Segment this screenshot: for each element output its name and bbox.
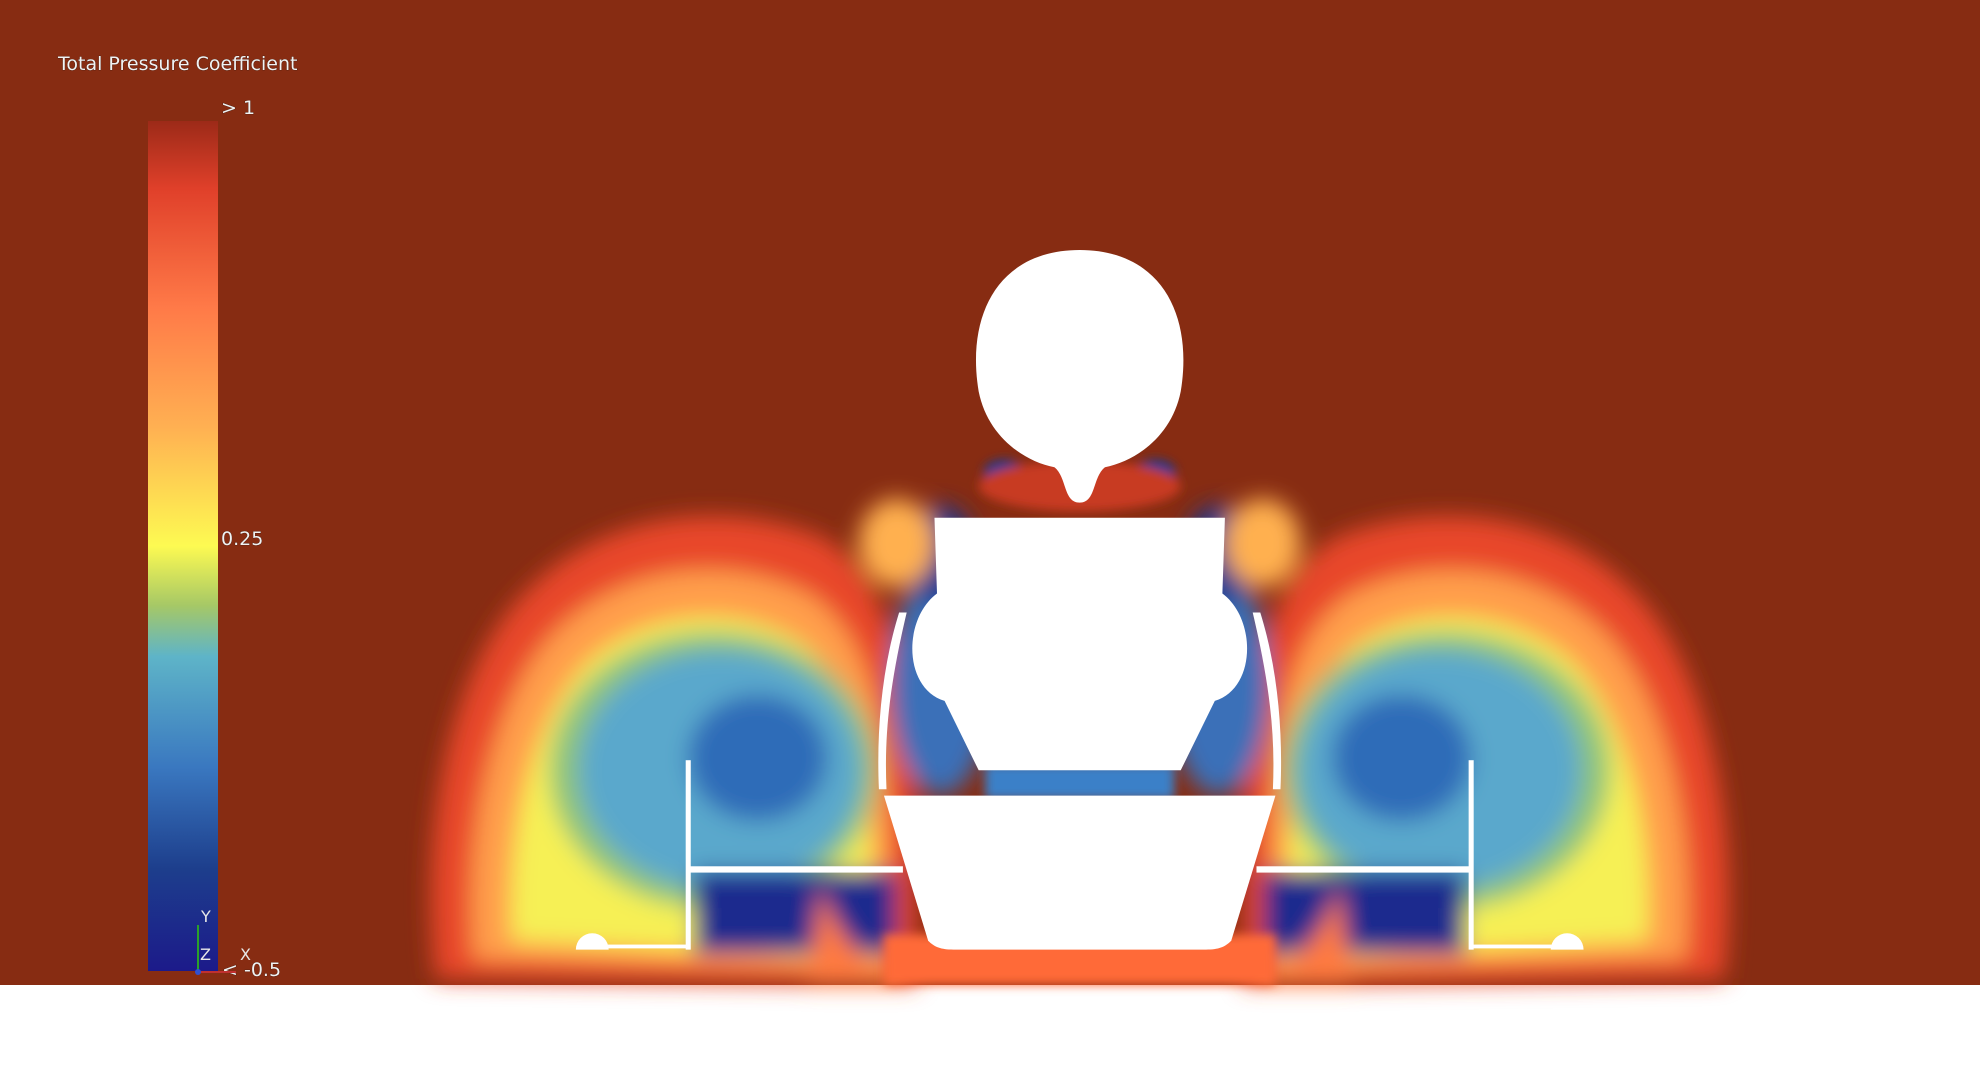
floor-right bbox=[1256, 866, 1472, 873]
rail-left bbox=[593, 944, 689, 949]
seat bbox=[883, 795, 1276, 950]
floor-left bbox=[688, 866, 903, 873]
legend-mid: 0.25 bbox=[221, 528, 263, 550]
triad-z-axis bbox=[195, 969, 201, 975]
legend-max: > 1 bbox=[221, 97, 255, 119]
triad-z-label: Z bbox=[200, 945, 211, 964]
triad-y-label: Y bbox=[200, 907, 211, 926]
triad-x-label: X bbox=[240, 945, 251, 964]
strut-right bbox=[1468, 760, 1474, 950]
floor-jet bbox=[808, 883, 910, 985]
side-panel-right bbox=[1252, 612, 1282, 790]
shoulder-wake bbox=[858, 498, 935, 588]
wheel-right bbox=[1550, 933, 1584, 950]
rail-right bbox=[1471, 944, 1566, 949]
helmet bbox=[975, 250, 1184, 503]
side-panel-left bbox=[878, 612, 907, 790]
wheel-left bbox=[575, 933, 609, 950]
kart-geometry bbox=[575, 250, 1584, 950]
legend-min: < -0.5 bbox=[222, 959, 281, 981]
floor-vortex bbox=[694, 871, 897, 954]
strut-left bbox=[685, 760, 691, 950]
wake-core bbox=[688, 694, 828, 821]
flow-field bbox=[430, 250, 1729, 985]
color-bar bbox=[148, 121, 218, 971]
driver-body bbox=[912, 517, 1248, 771]
legend-title: Total Pressure Coefficient bbox=[57, 53, 297, 75]
